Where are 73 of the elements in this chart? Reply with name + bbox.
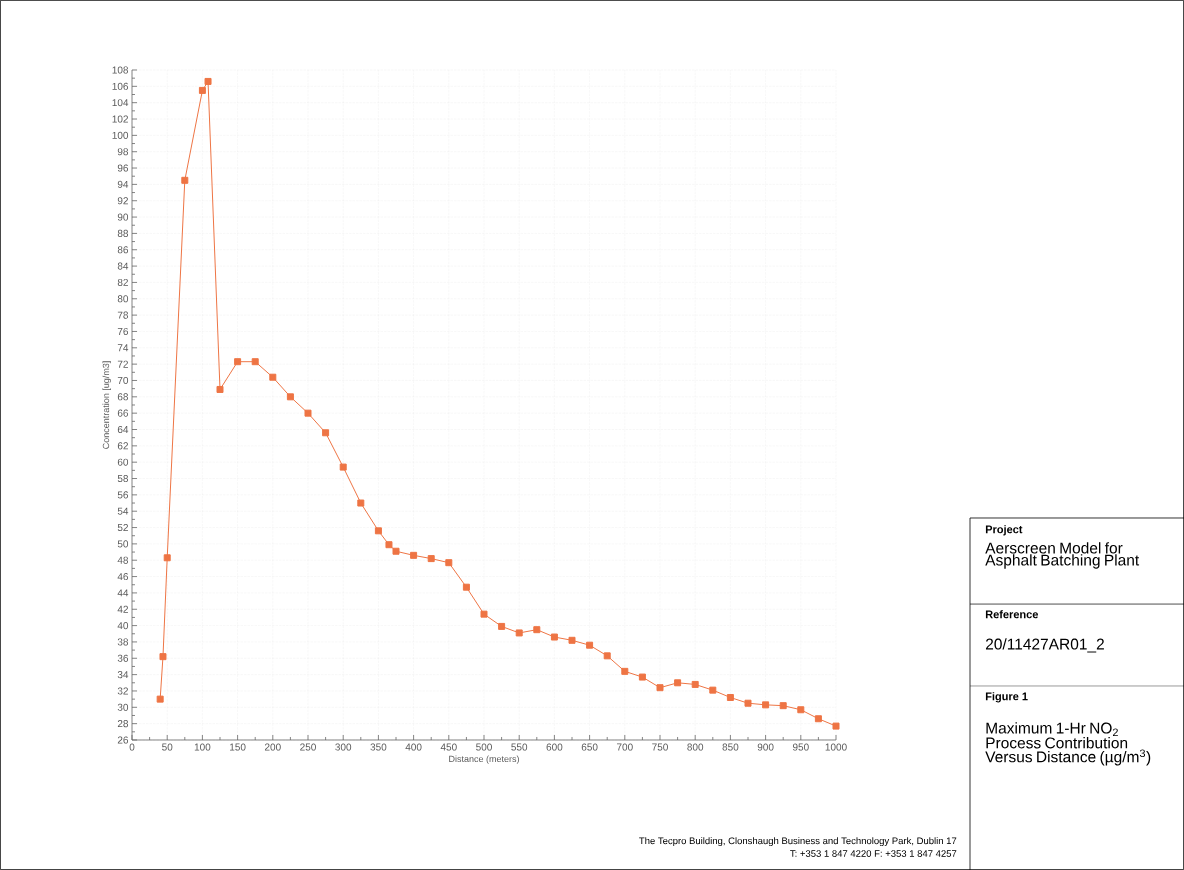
y-tick-label: 76 xyxy=(117,327,129,335)
text: The Tecpro Building, Clonshaugh Business and Technology Park, Dublin 17 xyxy=(639,837,957,847)
y-tick-label: 90 xyxy=(117,213,129,221)
y-tick-label: 98 xyxy=(117,148,129,156)
y-tick-label: 56 xyxy=(117,491,129,499)
x-tick-label: 300 xyxy=(335,743,352,751)
y-tick-label: 88 xyxy=(117,229,129,237)
y-tick-label: 54 xyxy=(117,507,129,515)
y-tick-label: 58 xyxy=(117,474,129,483)
x-tick-label: 850 xyxy=(722,743,739,751)
y-tick-label: 102 xyxy=(112,115,128,123)
y-tick-label: 66 xyxy=(117,409,129,417)
y-tick-label: 82 xyxy=(117,278,128,286)
y-tick-label: 96 xyxy=(117,164,129,172)
y-tick-label: 84 xyxy=(117,262,129,270)
x-tick-label: 900 xyxy=(757,743,774,751)
y-tick-label: 92 xyxy=(117,197,128,205)
x-tick-label: 50 xyxy=(162,743,173,751)
y-tick-label: 34 xyxy=(117,671,129,679)
y-tick-label: 86 xyxy=(117,246,129,254)
text: 20/11427AR01_2 xyxy=(985,638,1104,653)
y-tick-label: 40 xyxy=(117,622,129,630)
y-tick-label: 68 xyxy=(117,393,129,401)
x-tick-label: 100 xyxy=(194,743,211,751)
x-tick-label: 650 xyxy=(581,743,598,751)
x-tick-label: 250 xyxy=(300,743,316,751)
x-tick-label: 200 xyxy=(264,743,281,751)
y-tick-label: 62 xyxy=(117,442,128,450)
x-tick-label: 1000 xyxy=(825,743,847,751)
x-tick-label: 600 xyxy=(546,743,563,751)
y-tick-label: 36 xyxy=(117,654,129,662)
text: T: +353 1 847 4220 F: +353 1 847 4257 xyxy=(790,850,957,857)
x-tick-label: 550 xyxy=(511,743,528,751)
y-tick-label: 42 xyxy=(117,605,128,613)
x-tick-label: 400 xyxy=(405,743,422,751)
x-axis-title: Distance (meters) xyxy=(449,755,519,764)
y-tick-label: 52 xyxy=(117,524,128,532)
y-tick-label: 26 xyxy=(117,736,129,744)
y-tick-label: 48 xyxy=(117,556,129,564)
y-axis-title: Concentration [ug/m3] xyxy=(102,361,111,449)
y-tick-label: 50 xyxy=(117,540,129,548)
y-tick-label: 32 xyxy=(117,687,128,695)
y-tick-label: 28 xyxy=(117,720,129,728)
y-tick-label: 78 xyxy=(117,311,129,319)
y-tick-label: 74 xyxy=(117,344,129,352)
x-tick-label: 750 xyxy=(652,743,668,751)
y-tick-label: 108 xyxy=(112,66,129,74)
x-tick-label: 500 xyxy=(476,743,492,751)
x-tick-label: 800 xyxy=(687,743,704,751)
x-tick-label: 450 xyxy=(440,743,457,751)
x-tick-label: 700 xyxy=(616,743,633,751)
y-tick-label: 30 xyxy=(117,703,129,711)
y-tick-label: 64 xyxy=(117,425,129,434)
y-tick-label: 100 xyxy=(112,131,129,139)
x-tick-label: 150 xyxy=(230,743,246,751)
x-tick-label: 950 xyxy=(792,743,809,751)
y-tick-label: 46 xyxy=(117,573,129,581)
y-tick-label: 38 xyxy=(117,638,129,646)
y-tick-label: 104 xyxy=(112,99,129,107)
y-tick-label: 72 xyxy=(117,360,128,368)
caption: Figure 1 xyxy=(985,692,1028,703)
text: Reference xyxy=(985,610,1039,619)
y-tick-label: 106 xyxy=(112,82,129,90)
y-tick-label: 60 xyxy=(117,458,129,466)
x-tick-label: 0 xyxy=(129,743,135,751)
text: Project xyxy=(985,525,1023,536)
text: Maximum 1-Hr NO$_{2}$ Process Contribution Versus Distance (µg/m$^{3}$) xyxy=(985,722,1151,766)
y-tick-label: 70 xyxy=(117,376,129,385)
x-tick-label: 350 xyxy=(370,743,387,751)
text: Aerscreen Model for Asphalt Batching Plant xyxy=(985,542,1140,569)
y-tick-label: 94 xyxy=(117,180,129,188)
y-tick-label: 44 xyxy=(117,589,129,597)
y-tick-label: 80 xyxy=(117,295,129,303)
